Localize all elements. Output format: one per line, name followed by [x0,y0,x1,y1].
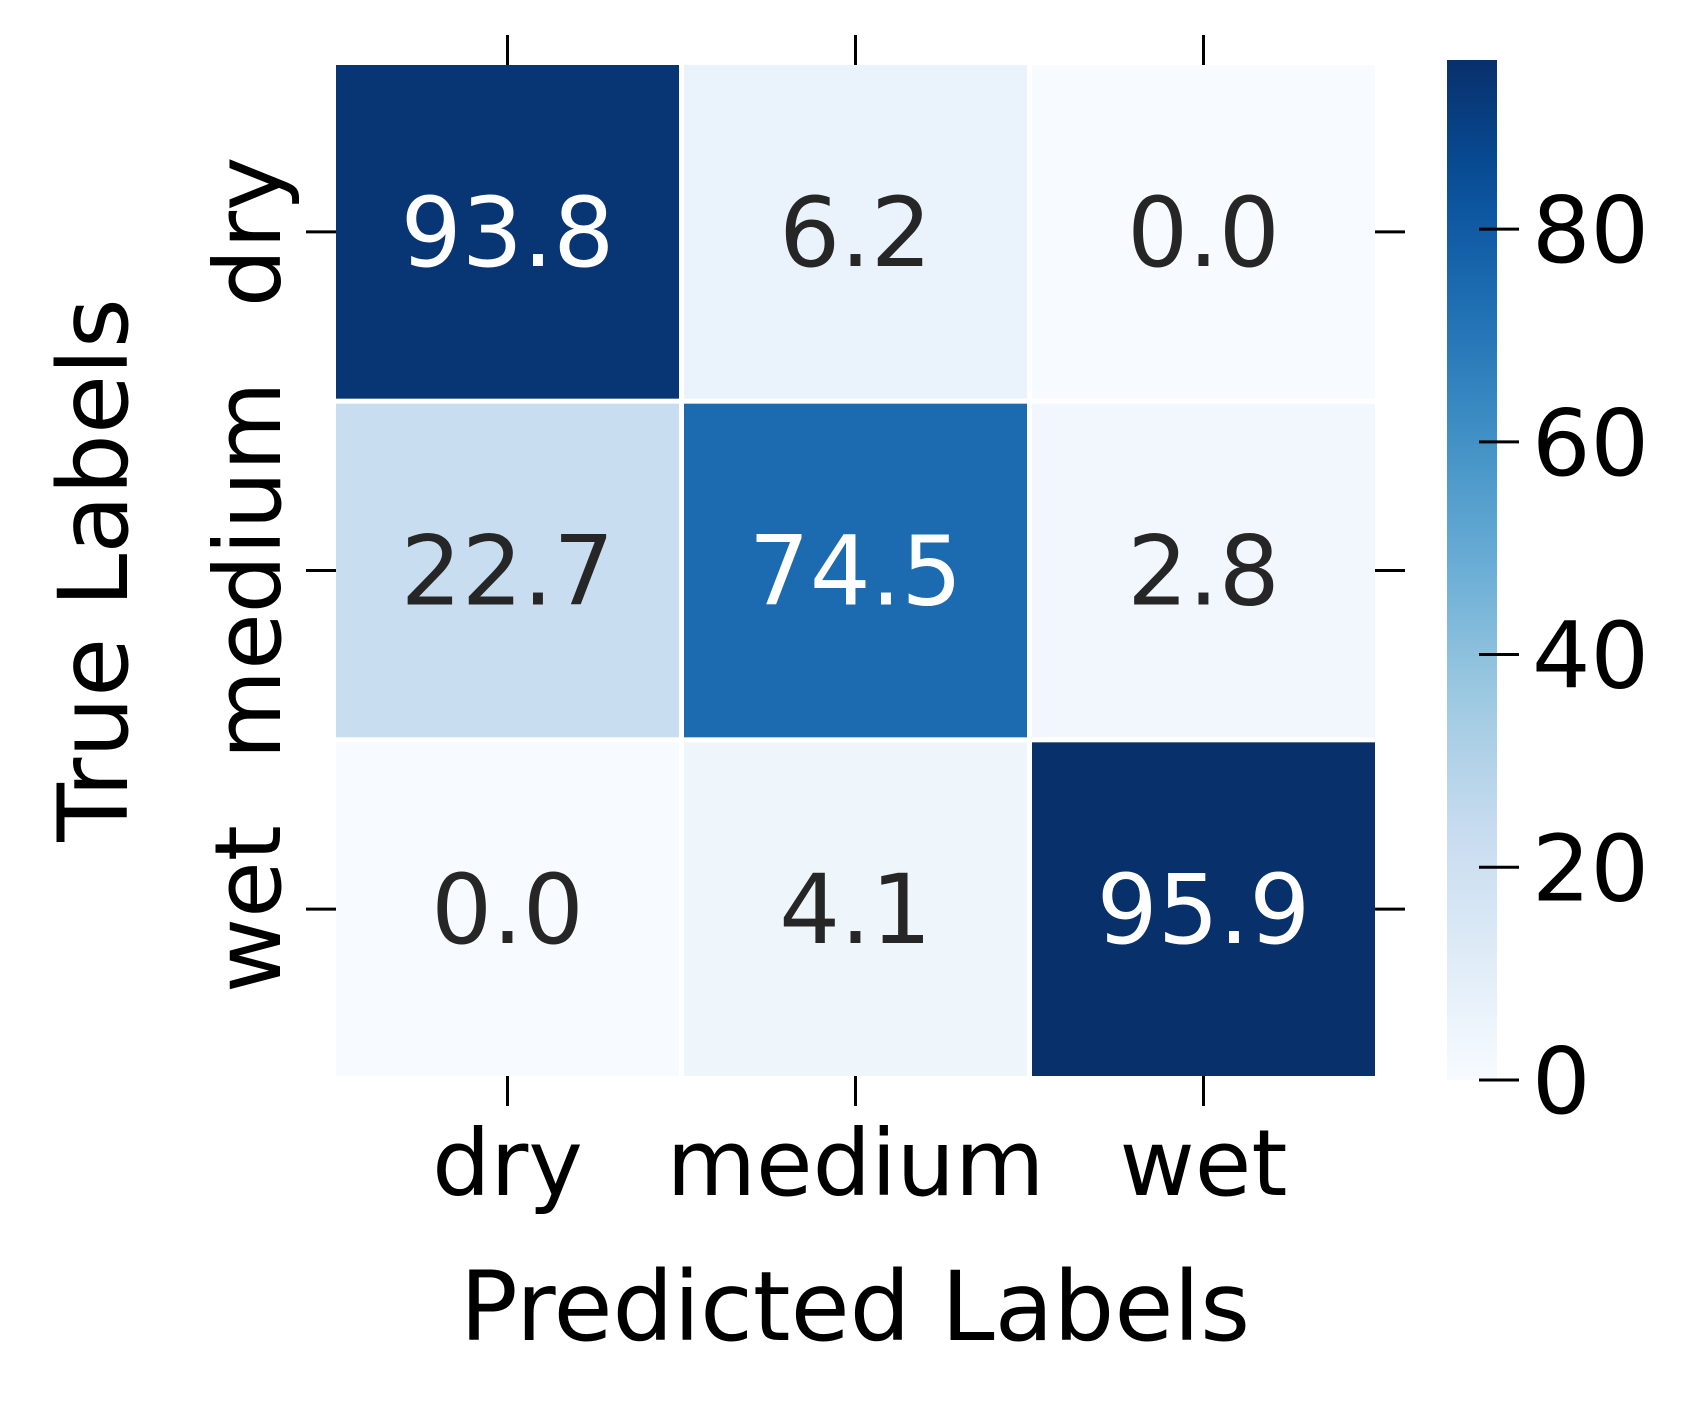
colorbar-tick-label: 80 [1532,177,1649,284]
y-axis-label: True Labels [38,298,150,842]
colorbar-tick-label: 0 [1532,1028,1591,1135]
y-tick-label: wet [195,825,302,993]
y-tick-label: medium [195,381,302,759]
colorbar-tick-label: 60 [1532,390,1649,497]
colorbar-gradient [1447,60,1497,1080]
cell-value-label: 95.9 [1097,854,1311,966]
cell-value-label: 6.2 [779,177,932,289]
cell-value-label: 0.0 [1127,177,1280,289]
heatmap-cell-medium-dry [336,403,679,738]
heatmap-cell-dry-medium [684,65,1027,399]
heatmap-cell-dry-wet [1032,65,1375,399]
cell-value-label: 74.5 [749,516,963,628]
heatmap-cells [336,65,1375,1076]
x-tick-label: dry [432,1110,583,1217]
cell-value-label: 2.8 [1127,516,1280,628]
colorbar-tick-label: 40 [1532,603,1649,710]
axis-tick-labels: dry medium wet dry medium wet [195,156,1287,1217]
cell-value-label: 0.0 [431,854,584,966]
heatmap-cell-wet-medium [684,742,1027,1076]
colorbar-ticks: 0 20 40 60 80 [1479,177,1649,1135]
x-tick-label: medium [666,1110,1044,1217]
x-axis-label: Predicted Labels [460,1251,1250,1363]
heatmap-cell-medium-wet [1032,403,1375,738]
x-tick-label: wet [1120,1110,1288,1217]
heatmap-cell-medium-medium [684,403,1027,738]
heatmap-cell-wet-dry [336,742,679,1076]
heatmap-cell-dry-dry [336,65,679,399]
y-tick-label: dry [195,156,302,307]
heatmap-cell-labels: 93.8 6.2 0.0 22.7 74.5 2.8 0.0 4.1 95.9 [401,177,1311,966]
axis-ticks [306,35,1405,1106]
heatmap-cell-wet-wet [1032,742,1375,1076]
colorbar [1447,60,1497,1080]
cell-value-label: 4.1 [779,854,932,966]
cell-value-label: 22.7 [401,516,615,628]
colorbar-tick-label: 20 [1532,815,1649,922]
cell-value-label: 93.8 [401,177,615,289]
